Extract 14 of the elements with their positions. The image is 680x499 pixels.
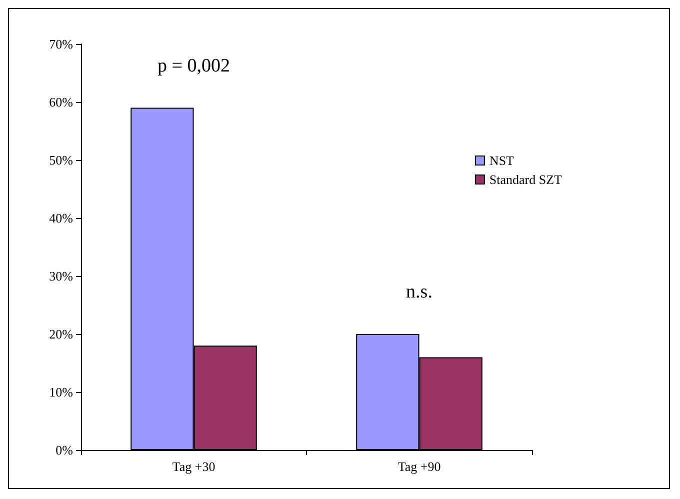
y-tick-label: 20%: [49, 326, 74, 342]
y-tick-label: 70%: [49, 36, 74, 52]
y-tick-label: 50%: [49, 152, 74, 168]
y-tick-label: 10%: [49, 384, 74, 400]
x-tick-label: Tag +30: [172, 459, 216, 474]
annotation: p = 0,002: [158, 55, 230, 76]
y-tick-label: 40%: [49, 210, 74, 226]
y-tick-label: 0%: [56, 442, 74, 458]
legend-label: NST: [489, 153, 514, 168]
annotation: n.s.: [406, 282, 432, 302]
x-tick-label: Tag +90: [398, 459, 441, 474]
y-tick-label: 60%: [49, 94, 74, 110]
legend-label: Standard SZT: [489, 172, 562, 187]
y-tick-label: 30%: [49, 268, 74, 284]
